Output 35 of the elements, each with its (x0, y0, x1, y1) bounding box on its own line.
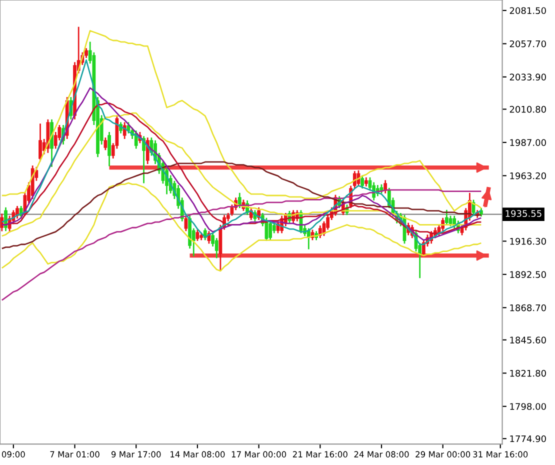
y-tick-label: 1916.30 (510, 238, 546, 245)
y-tick-label: 2057.70 (510, 40, 546, 48)
y-tick-label: 2033.90 (510, 74, 546, 81)
x-tick-label: 31 Mar 16:00 (473, 451, 528, 458)
line-series (1, 182, 482, 272)
x-tick-label: 7 Mar 01:00 (50, 451, 100, 458)
candlestick (184, 216, 188, 232)
candlestick (16, 206, 19, 219)
y-tick-label: 1963.20 (510, 172, 546, 180)
y-tick-label: 2081.50 (510, 7, 546, 14)
x-tick-label: 09:00 (2, 451, 25, 458)
candlestick (108, 132, 111, 166)
candlestick (0, 214, 4, 232)
y-tick-label: 1987.00 (510, 139, 546, 146)
candlestick (38, 124, 42, 162)
y-tick-label: 1845.60 (510, 336, 546, 344)
ref-line-label: 1935.55 (506, 210, 542, 217)
candlestick (360, 175, 364, 189)
candlestick (104, 138, 108, 150)
candlestick (268, 221, 272, 240)
x-tick-label: 21 Mar 16:00 (292, 451, 348, 458)
y-tick-label: 1821.80 (510, 370, 546, 377)
y-tick-label: 1774.90 (510, 435, 546, 442)
x-tick-label: 14 Mar 08:00 (170, 451, 225, 458)
candlestick (122, 122, 126, 139)
y-tick-label: 1868.70 (510, 304, 546, 312)
x-tick-label: 29 Mar 00:00 (416, 451, 470, 458)
x-tick-label: 9 Mar 17:00 (111, 451, 161, 458)
candlestick (196, 230, 200, 241)
x-tick-label: 24 Mar 08:00 (354, 451, 409, 458)
y-tick-label: 1798.00 (510, 403, 546, 410)
candlestick (444, 210, 448, 226)
y-tick-label: 1892.50 (510, 271, 546, 278)
x-tick-label: 17 Mar 00:00 (232, 451, 286, 458)
y-tick-label: 2010.80 (510, 106, 546, 113)
